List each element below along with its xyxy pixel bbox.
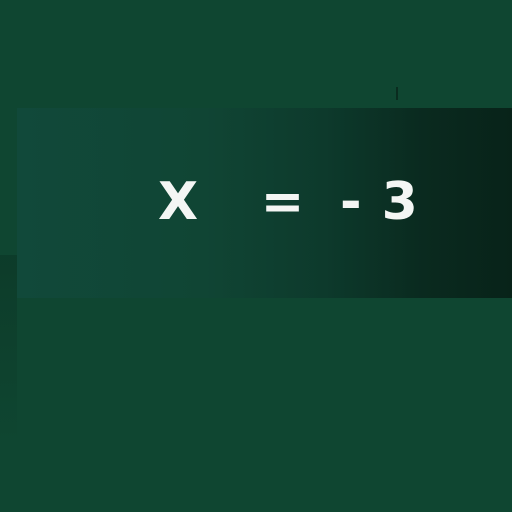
equation-value: - 3 <box>340 172 419 232</box>
left-edge-shadow <box>0 255 17 445</box>
equation: X = - 3 <box>158 168 419 236</box>
equation-banner <box>17 108 512 298</box>
tick-mark <box>396 87 398 100</box>
equation-variable: X <box>158 172 200 232</box>
equation-operator: = <box>260 172 306 232</box>
